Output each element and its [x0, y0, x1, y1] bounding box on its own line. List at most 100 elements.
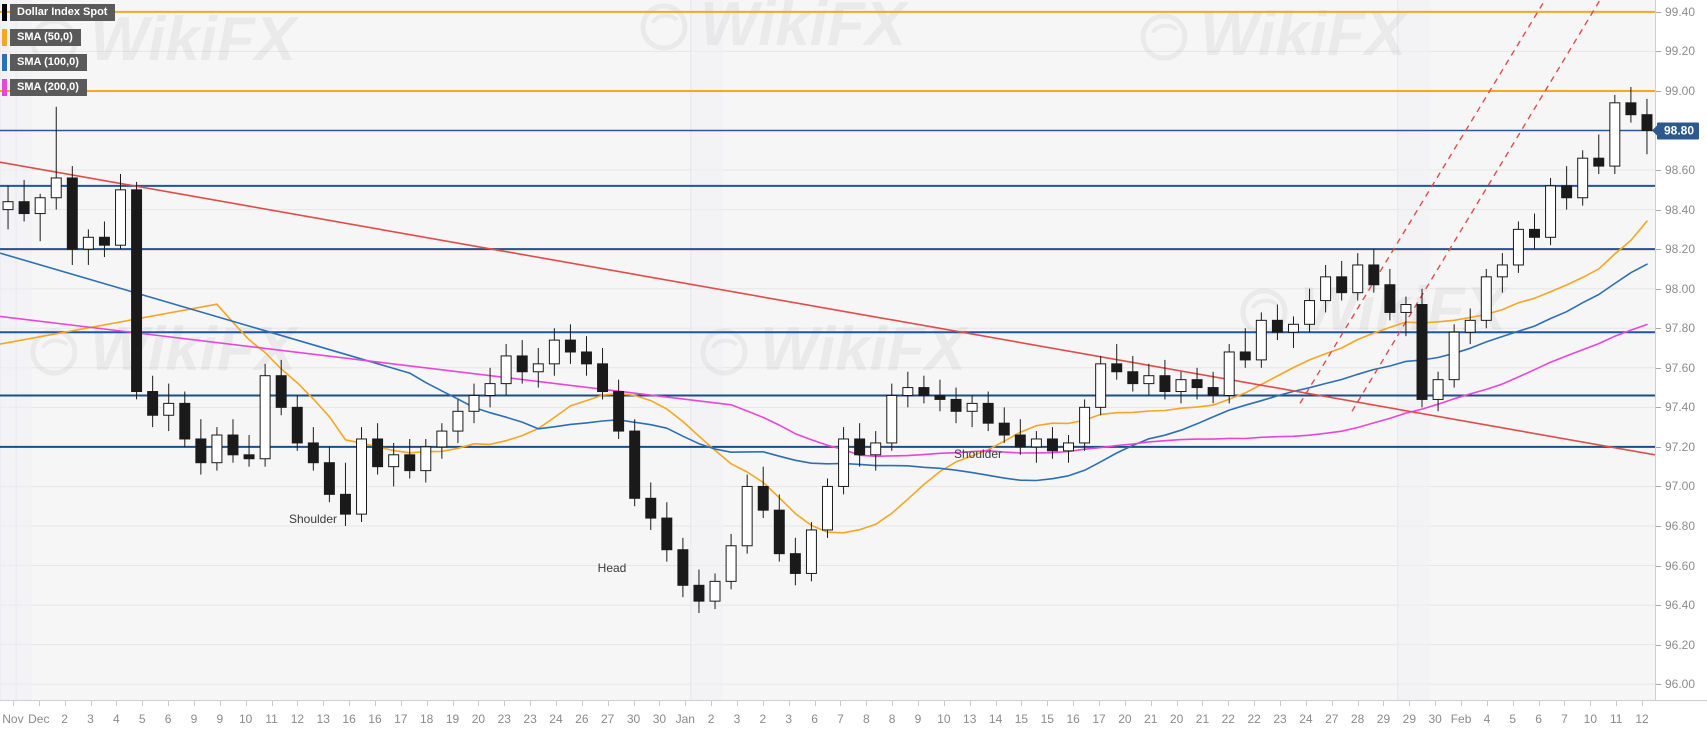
time-tick-label: 17 — [1092, 712, 1106, 726]
time-tick-mark — [530, 701, 532, 706]
legend-label-instrument: Dollar Index Spot — [10, 4, 116, 21]
time-tick-label: 28 — [1350, 712, 1365, 726]
annotation-head-1: Head — [597, 561, 627, 575]
price-tick-mark — [1656, 90, 1661, 92]
time-tick-mark — [1564, 701, 1566, 706]
legend-label-sma200: SMA (200,0) — [10, 79, 87, 96]
price-tick-label: 96.40 — [1665, 598, 1696, 613]
time-tick-label: 3 — [87, 712, 94, 726]
time-tick-label: 2 — [61, 712, 68, 726]
time-tick-mark — [1383, 701, 1385, 706]
time-tick-label: 5 — [138, 712, 146, 726]
time-tick-mark — [1642, 701, 1644, 706]
time-tick-mark — [400, 701, 402, 706]
time-tick-label: 23 — [523, 712, 537, 726]
legend-item-sma100[interactable]: SMA (100,0) — [2, 54, 115, 71]
time-tick-mark — [840, 701, 842, 706]
time-tick-mark — [1357, 701, 1359, 706]
time-tick-mark — [245, 701, 247, 706]
time-tick-mark — [1228, 701, 1230, 706]
legend-item-sma200[interactable]: SMA (200,0) — [2, 79, 115, 96]
price-tick-mark — [1656, 644, 1661, 646]
price-axis[interactable]: 99.40 99.20 99.00 98.80 98.60 98.40 98.20 98.00… — [1655, 0, 1707, 700]
time-tick-mark — [1616, 701, 1618, 706]
time-tick-label: 9 — [190, 712, 198, 726]
time-tick-label: 27 — [1325, 712, 1339, 726]
time-tick-mark — [788, 701, 790, 706]
time-tick-label: 4 — [113, 712, 120, 726]
price-tick-label: 98.60 — [1665, 163, 1696, 178]
time-tick-mark — [168, 701, 170, 706]
time-axis[interactable]: Nov Dec 2 3 4 5 6 9 9 10 11 12 13 16 16 17 18 19 20 23 23 24 2… — [0, 700, 1707, 744]
time-tick-label: Nov — [2, 712, 24, 726]
time-tick-label: 16 — [342, 712, 356, 726]
time-tick-label: 12 — [1635, 712, 1649, 726]
time-tick-mark — [943, 701, 945, 706]
time-tick-label: Dec — [28, 712, 50, 726]
price-tick-mark — [1656, 209, 1661, 211]
time-tick-mark — [12, 701, 14, 706]
price-tick-label: 96.20 — [1665, 637, 1696, 652]
time-tick-label: 13 — [316, 712, 330, 726]
time-tick-label: 6 — [1535, 712, 1542, 726]
legend-item-instrument[interactable]: Dollar Index Spot — [2, 4, 116, 21]
time-tick-mark — [866, 701, 868, 706]
time-tick-label: Feb — [1450, 712, 1472, 726]
time-tick-mark — [374, 701, 376, 706]
legend-label-sma100: SMA (100,0) — [10, 54, 87, 71]
price-tick-mark — [1656, 684, 1661, 686]
time-tick-mark — [64, 701, 66, 706]
time-tick-label: 27 — [601, 712, 615, 726]
price-tick-mark — [1656, 446, 1661, 448]
time-tick-mark — [323, 701, 325, 706]
time-tick-mark — [1486, 701, 1488, 706]
svg-text:WikiFX: WikiFX — [1200, 0, 1410, 69]
time-tick-mark — [1305, 701, 1307, 706]
annotation-shoulder-2: Shoulder — [953, 447, 1003, 461]
legend-item-sma50[interactable]: SMA (50,0) — [2, 29, 115, 46]
time-tick-mark — [426, 701, 428, 706]
time-tick-mark — [38, 701, 40, 706]
time-tick-mark — [969, 701, 971, 706]
time-tick-mark — [504, 701, 506, 706]
time-tick-mark — [1280, 701, 1282, 706]
price-tick-label: 98.40 — [1665, 202, 1696, 217]
time-tick-label: 30 — [1428, 712, 1442, 726]
time-tick-label: 3 — [785, 712, 793, 726]
svg-text:WikiFX: WikiFX — [760, 315, 970, 384]
time-tick-label: 24 — [1299, 712, 1313, 726]
chart-plot-area[interactable]: WikiFX WikiFX WikiFX WikiFX WikiFX WikiFX — [0, 0, 1655, 700]
time-tick-label: 12 — [290, 712, 305, 726]
price-tick-label: 96.60 — [1665, 558, 1696, 573]
time-tick-mark — [1461, 701, 1463, 706]
time-tick-label: 22 — [1221, 712, 1235, 726]
time-tick-mark — [685, 701, 687, 706]
time-tick-label: 7 — [837, 712, 844, 726]
time-tick-label: 21 — [1144, 712, 1158, 726]
time-tick-mark — [1150, 701, 1152, 706]
price-tick-mark — [1656, 249, 1661, 251]
time-tick-label: 20 — [1118, 712, 1132, 726]
price-tick-mark — [1656, 51, 1661, 53]
time-tick-label: 10 — [1583, 712, 1598, 726]
time-tick-label: 21 — [1195, 712, 1210, 726]
time-tick-label: 6 — [164, 712, 172, 726]
price-tick-label: 98.00 — [1665, 281, 1696, 296]
time-tick-mark — [995, 701, 997, 706]
time-tick-label: 16 — [1066, 712, 1080, 726]
chart-legend: Dollar Index Spot SMA (50,0) SMA (100,0)… — [2, 4, 116, 104]
time-tick-mark — [814, 701, 816, 706]
time-tick-mark — [116, 701, 118, 706]
time-tick-mark — [1254, 701, 1256, 706]
price-tick-label: 96.00 — [1665, 677, 1696, 692]
time-tick-mark — [659, 701, 661, 706]
time-tick-label: 23 — [1273, 712, 1287, 726]
time-tick-label: 2 — [759, 712, 767, 726]
time-tick-mark — [452, 701, 454, 706]
time-tick-label: 9 — [914, 712, 922, 726]
time-tick-mark — [1590, 701, 1592, 706]
time-tick-label: 29 — [1402, 712, 1417, 726]
price-tick-label: 98.20 — [1665, 242, 1696, 257]
time-tick-mark — [918, 701, 919, 706]
